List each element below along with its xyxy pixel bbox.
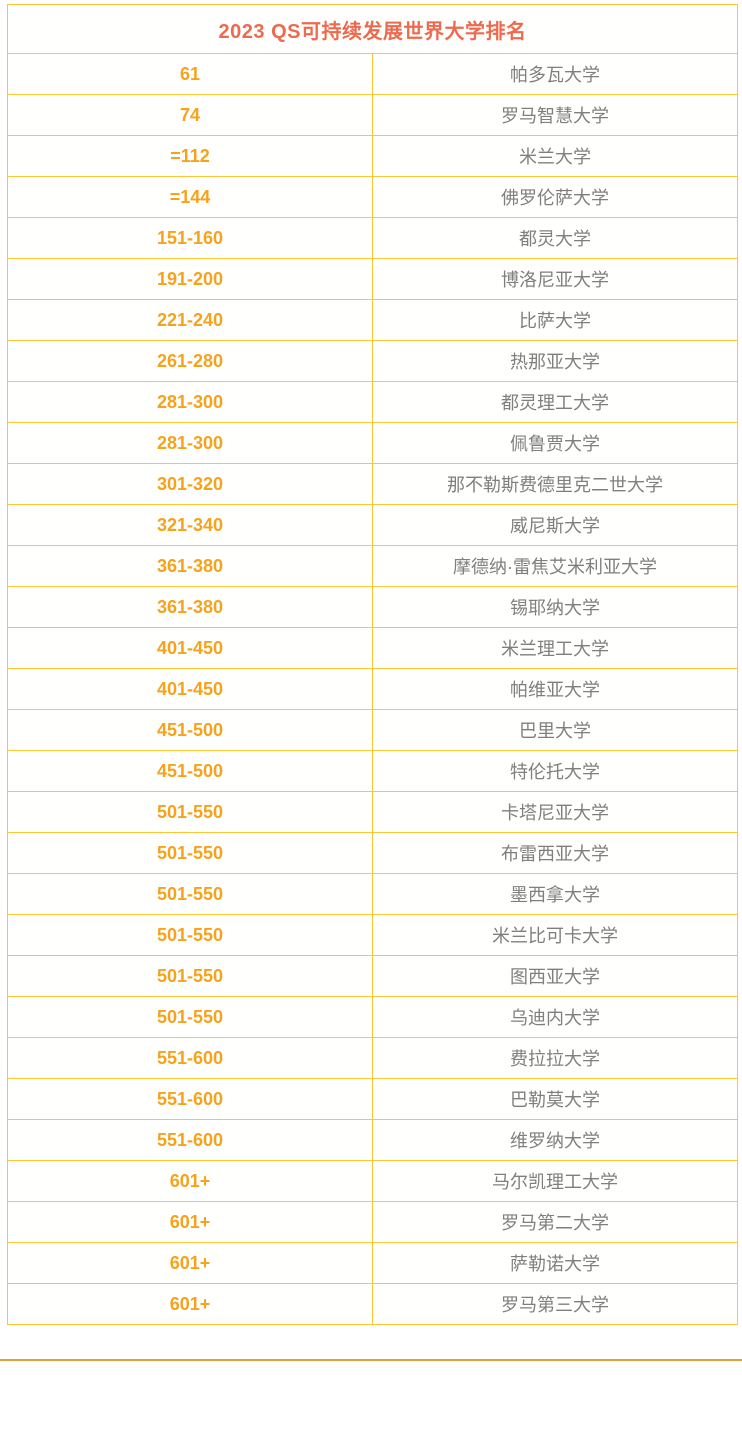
table-body: 61 帕多瓦大学 74 罗马智慧大学 =112 米兰大学 =144 佛罗伦萨大学 151-160…	[7, 53, 738, 1325]
university-name: 那不勒斯费德里克二世大学	[372, 463, 738, 505]
university-name: 米兰大学	[372, 135, 738, 177]
university-name: 米兰理工大学	[372, 627, 738, 669]
table-row: 501-550 布雷西亚大学	[7, 832, 738, 874]
table-row: 361-380 摩德纳·雷焦艾米利亚大学	[7, 545, 738, 587]
table-row: 261-280 热那亚大学	[7, 340, 738, 382]
rank-cell: 61	[7, 53, 373, 95]
rank-cell: 401-450	[7, 627, 373, 669]
university-name: 巴里大学	[372, 709, 738, 751]
rank-cell: 501-550	[7, 955, 373, 997]
university-name: 乌迪内大学	[372, 996, 738, 1038]
university-name: 都灵理工大学	[372, 381, 738, 423]
table-row: 601+ 萨勒诺大学	[7, 1242, 738, 1284]
university-name: 特伦托大学	[372, 750, 738, 792]
university-name: 摩德纳·雷焦艾米利亚大学	[372, 545, 738, 587]
rank-cell: 301-320	[7, 463, 373, 505]
rank-cell: 321-340	[7, 504, 373, 546]
rank-cell: 501-550	[7, 791, 373, 833]
table-row: 551-600 维罗纳大学	[7, 1119, 738, 1161]
rank-cell: 74	[7, 94, 373, 136]
university-name: 罗马智慧大学	[372, 94, 738, 136]
university-name: 米兰比可卡大学	[372, 914, 738, 956]
bottom-divider	[0, 1359, 742, 1361]
university-name: 巴勒莫大学	[372, 1078, 738, 1120]
university-name: 罗马第三大学	[372, 1283, 738, 1325]
rank-cell: 401-450	[7, 668, 373, 710]
rank-cell: 221-240	[7, 299, 373, 341]
rank-cell: =112	[7, 135, 373, 177]
table-row: 601+ 罗马第二大学	[7, 1201, 738, 1243]
university-name: 萨勒诺大学	[372, 1242, 738, 1284]
rank-cell: 191-200	[7, 258, 373, 300]
rank-cell: 451-500	[7, 709, 373, 751]
rank-cell: 551-600	[7, 1037, 373, 1079]
university-name: 图西亚大学	[372, 955, 738, 997]
table-row: 281-300 佩鲁贾大学	[7, 422, 738, 464]
rank-cell: 501-550	[7, 832, 373, 874]
table-title: 2023 QS可持续发展世界大学排名	[7, 4, 738, 54]
university-name: 帕多瓦大学	[372, 53, 738, 95]
rank-cell: 151-160	[7, 217, 373, 259]
rank-cell: 601+	[7, 1283, 373, 1325]
table-row: 501-550 墨西拿大学	[7, 873, 738, 915]
table-row: 551-600 巴勒莫大学	[7, 1078, 738, 1120]
university-name: 卡塔尼亚大学	[372, 791, 738, 833]
ranking-table: 2023 QS可持续发展世界大学排名 61 帕多瓦大学 74 罗马智慧大学 =112 米兰…	[7, 4, 738, 1325]
rank-cell: 501-550	[7, 914, 373, 956]
university-name: 马尔凯理工大学	[372, 1160, 738, 1202]
university-name: 佛罗伦萨大学	[372, 176, 738, 218]
table-row: 501-550 乌迪内大学	[7, 996, 738, 1038]
rank-cell: 601+	[7, 1160, 373, 1202]
table-row: 451-500 特伦托大学	[7, 750, 738, 792]
table-row: 501-550 图西亚大学	[7, 955, 738, 997]
table-row: 301-320 那不勒斯费德里克二世大学	[7, 463, 738, 505]
university-name: 费拉拉大学	[372, 1037, 738, 1079]
table-row: =144 佛罗伦萨大学	[7, 176, 738, 218]
rank-cell: 281-300	[7, 381, 373, 423]
university-name: 锡耶纳大学	[372, 586, 738, 628]
table-row: =112 米兰大学	[7, 135, 738, 177]
table-row: 551-600 费拉拉大学	[7, 1037, 738, 1079]
rank-cell: 281-300	[7, 422, 373, 464]
rank-cell: 501-550	[7, 996, 373, 1038]
table-header-row: 2023 QS可持续发展世界大学排名	[7, 4, 738, 54]
table-row: 501-550 卡塔尼亚大学	[7, 791, 738, 833]
rank-cell: 601+	[7, 1201, 373, 1243]
table-row: 361-380 锡耶纳大学	[7, 586, 738, 628]
university-name: 热那亚大学	[372, 340, 738, 382]
rank-cell: 451-500	[7, 750, 373, 792]
university-name: 维罗纳大学	[372, 1119, 738, 1161]
rank-cell: 551-600	[7, 1119, 373, 1161]
university-name: 威尼斯大学	[372, 504, 738, 546]
university-name: 比萨大学	[372, 299, 738, 341]
university-name: 帕维亚大学	[372, 668, 738, 710]
rank-cell: 361-380	[7, 545, 373, 587]
rank-cell: 601+	[7, 1242, 373, 1284]
rank-cell: =144	[7, 176, 373, 218]
university-name: 布雷西亚大学	[372, 832, 738, 874]
table-row: 401-450 帕维亚大学	[7, 668, 738, 710]
university-name: 都灵大学	[372, 217, 738, 259]
table-row: 191-200 博洛尼亚大学	[7, 258, 738, 300]
table-row: 501-550 米兰比可卡大学	[7, 914, 738, 956]
table-row: 321-340 威尼斯大学	[7, 504, 738, 546]
table-row: 221-240 比萨大学	[7, 299, 738, 341]
table-row: 451-500 巴里大学	[7, 709, 738, 751]
table-row: 61 帕多瓦大学	[7, 53, 738, 95]
rank-cell: 501-550	[7, 873, 373, 915]
table-row: 74 罗马智慧大学	[7, 94, 738, 136]
table-row: 601+ 罗马第三大学	[7, 1283, 738, 1325]
rank-cell: 361-380	[7, 586, 373, 628]
table-row: 401-450 米兰理工大学	[7, 627, 738, 669]
rank-cell: 551-600	[7, 1078, 373, 1120]
table-row: 601+ 马尔凯理工大学	[7, 1160, 738, 1202]
university-name: 墨西拿大学	[372, 873, 738, 915]
table-row: 281-300 都灵理工大学	[7, 381, 738, 423]
university-name: 博洛尼亚大学	[372, 258, 738, 300]
rank-cell: 261-280	[7, 340, 373, 382]
university-name: 罗马第二大学	[372, 1201, 738, 1243]
table-row: 151-160 都灵大学	[7, 217, 738, 259]
university-name: 佩鲁贾大学	[372, 422, 738, 464]
